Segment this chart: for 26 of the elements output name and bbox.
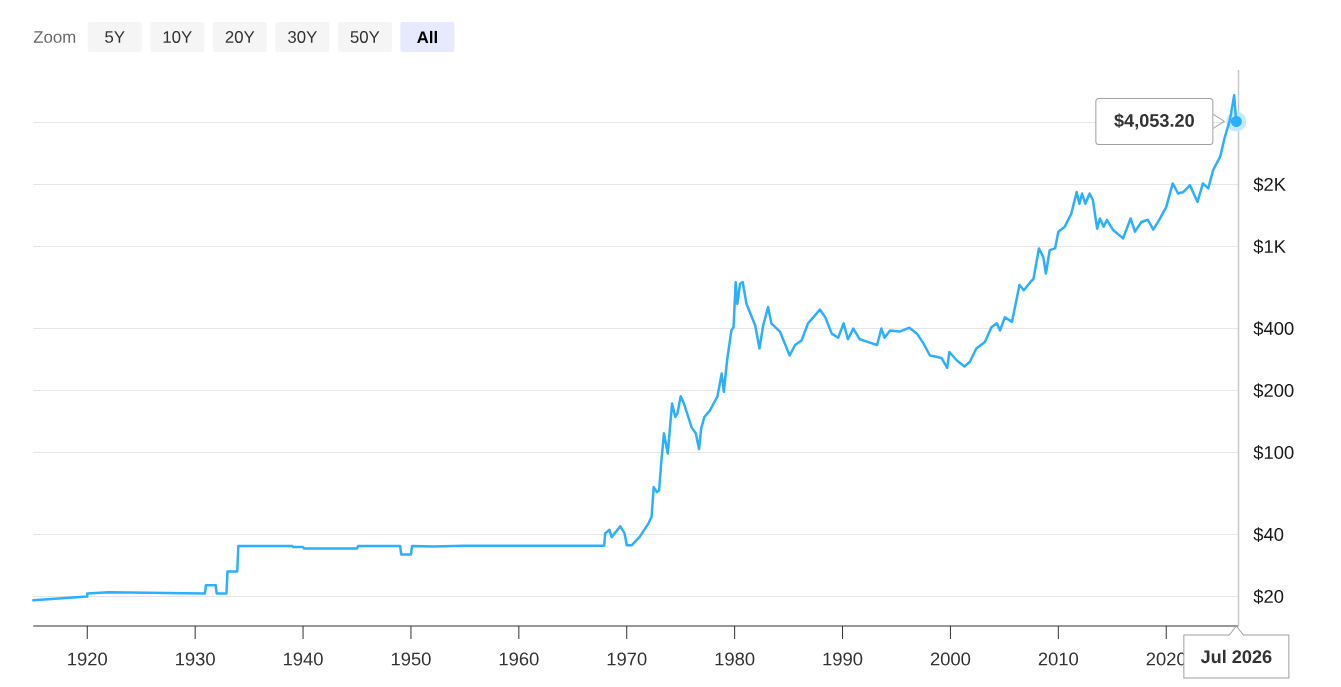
x-tick-label: 1980 [715,652,755,666]
x-tick-label: 1920 [68,652,107,666]
y-tick-label: $40 [1253,527,1284,543]
y-tick-label: $2K [1253,177,1286,193]
y-tick-label: $1K [1253,239,1286,255]
text: Jul 2026 [1200,649,1272,664]
text: 30Y [288,31,317,43]
x-tick-label: 1950 [391,652,431,666]
y-tick-label: $100 [1253,445,1294,461]
x-tick-label: 1960 [499,652,539,666]
x-tick-label: 1940 [283,652,323,666]
x-tick-label: 1930 [176,652,215,666]
x-tick-label: 1970 [607,652,647,666]
text: All [417,30,437,44]
y-tick-label: $400 [1253,321,1294,337]
x-tick-label: 2000 [930,652,971,666]
text: Zoom [33,31,76,43]
text: 50Y [350,31,380,43]
y-tick-label: $20 [1253,589,1284,605]
text: 10Y [163,31,192,43]
x-tick-label: 2010 [1038,652,1079,666]
x-tick-label: 1990 [823,652,863,666]
annotation: $4,053.20 [1114,113,1194,130]
y-tick-label: $200 [1253,383,1294,399]
text: 5Y [105,31,125,43]
text: 20Y [225,31,255,43]
